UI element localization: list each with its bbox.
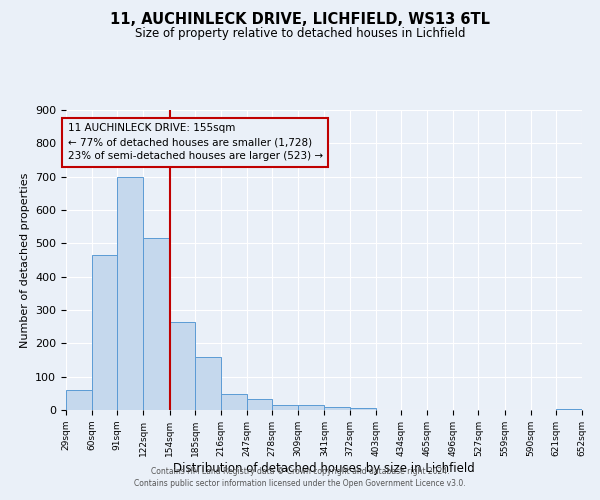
Bar bbox=[298, 406, 325, 410]
Bar bbox=[170, 322, 195, 410]
Bar bbox=[66, 390, 92, 410]
Text: 11 AUCHINLECK DRIVE: 155sqm
← 77% of detached houses are smaller (1,728)
23% of : 11 AUCHINLECK DRIVE: 155sqm ← 77% of det… bbox=[68, 124, 323, 162]
Text: 11, AUCHINLECK DRIVE, LICHFIELD, WS13 6TL: 11, AUCHINLECK DRIVE, LICHFIELD, WS13 6T… bbox=[110, 12, 490, 28]
Bar bbox=[272, 406, 298, 410]
Text: Contains HM Land Registry data © Crown copyright and database right 2024.
Contai: Contains HM Land Registry data © Crown c… bbox=[134, 466, 466, 487]
Bar bbox=[118, 176, 143, 410]
Bar bbox=[221, 394, 247, 410]
Y-axis label: Number of detached properties: Number of detached properties bbox=[20, 172, 29, 348]
Bar bbox=[92, 255, 118, 410]
Bar bbox=[143, 238, 170, 410]
Bar bbox=[247, 398, 272, 410]
Text: Size of property relative to detached houses in Lichfield: Size of property relative to detached ho… bbox=[135, 28, 465, 40]
X-axis label: Distribution of detached houses by size in Lichfield: Distribution of detached houses by size … bbox=[173, 462, 475, 474]
Bar bbox=[195, 356, 221, 410]
Bar bbox=[556, 409, 582, 410]
Bar bbox=[325, 406, 350, 410]
Bar bbox=[350, 408, 376, 410]
